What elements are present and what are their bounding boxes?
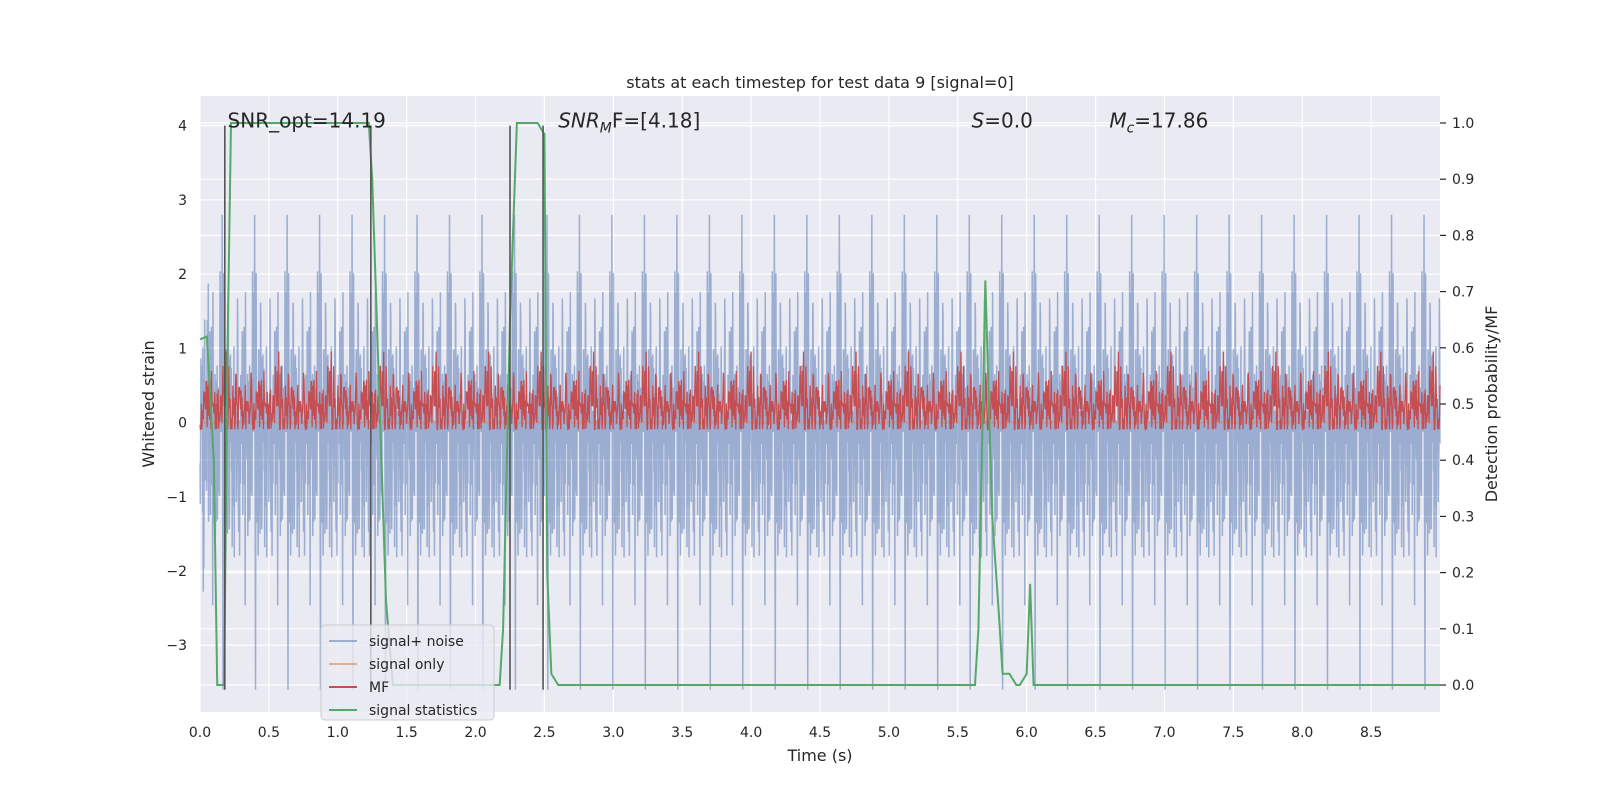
annotation-tail: =0.0 [984, 109, 1033, 133]
y2-tick-label: 0.2 [1452, 566, 1474, 582]
y-tick-label: 1 [178, 341, 187, 357]
x-tick-label: 6.0 [1016, 725, 1038, 741]
x-axis-label: Time (s) [786, 746, 852, 765]
x-tick-label: 7.0 [1153, 725, 1175, 741]
annotation-subscript: c [1127, 121, 1135, 137]
x-ticks: 0.0 0.5 1.0 1.5 2.0 2.5 3.0 3.5 4.0 4.5 5.0 5.5 6.0 6… [189, 725, 1382, 741]
y2-tick-label: 0.3 [1452, 509, 1474, 525]
y-tick-label: 2 [178, 267, 187, 283]
vertical-markers [224, 125, 544, 690]
x-tick-label: 1.0 [327, 725, 349, 741]
x-tick-label: 6.5 [1084, 725, 1106, 741]
y2-tick-label: 0.4 [1452, 453, 1474, 469]
annotation-main: SNR [558, 109, 600, 133]
y2-tick-label: 0.9 [1452, 172, 1474, 188]
x-tick-label: 1.5 [396, 725, 418, 741]
y-tick-label: 3 [178, 193, 187, 209]
y2-tick-label: 0.1 [1452, 622, 1474, 638]
x-tick-label: 4.5 [809, 725, 831, 741]
y2-tick-label: 0.5 [1452, 397, 1474, 413]
annotations: SNR_opt=14.19 SNRMF=[4.18] S=0.0 Mc=17.86 [228, 109, 1209, 137]
y2-tick-label: 1.0 [1452, 116, 1474, 132]
legend-label: MF [369, 680, 389, 696]
y-tick-label: −2 [166, 564, 187, 580]
x-tick-label: 5.5 [947, 725, 969, 741]
annotation-text: S=0.0 [972, 109, 1033, 133]
x-tick-label: 8.0 [1291, 725, 1313, 741]
y-ticks: −3 −2 −1 0 1 2 3 4 [166, 119, 187, 655]
y-tick-label: −1 [166, 490, 187, 506]
legend-label: signal only [369, 657, 444, 673]
x-tick-label: 4.0 [740, 725, 762, 741]
legend-box [320, 624, 495, 721]
annotation-main: M [1109, 109, 1126, 133]
series-line-2 [199, 351, 1441, 431]
annotation-tail: F=[4.18] [612, 109, 700, 133]
series-line-0 [199, 214, 1441, 690]
y-tick-label: 4 [178, 119, 187, 135]
series-layer [199, 121, 1441, 690]
annotation-text: SNRMF=[4.18] [558, 109, 700, 137]
annotation-tail: =17.86 [1134, 109, 1208, 133]
y2-tick-label: 0.8 [1452, 228, 1474, 244]
x-tick-label: 2.5 [533, 725, 555, 741]
x-tick-label: 7.5 [1222, 725, 1244, 741]
y2-axis-label: Detection probability/MF [1482, 306, 1501, 503]
legend-label: signal statistics [369, 703, 477, 719]
x-tick-label: 0.0 [189, 725, 211, 741]
x-tick-label: 8.5 [1360, 725, 1382, 741]
chart-title: stats at each timestep for test data 9 [… [626, 73, 1013, 92]
y2-tick-label: 0.6 [1452, 341, 1474, 357]
y-tick-label: 0 [178, 416, 187, 432]
annotation-main: S [972, 109, 985, 133]
y-axis-label: Whitened strain [139, 340, 158, 467]
series-line-3 [199, 121, 1440, 687]
x-tick-label: 0.5 [258, 725, 280, 741]
annotation-text: Mc=17.86 [1109, 109, 1208, 137]
x-tick-label: 5.0 [878, 725, 900, 741]
x-tick-label: 2.0 [464, 725, 486, 741]
y2-tick-label: 0.7 [1452, 285, 1474, 301]
y2-tick-label: 0.0 [1452, 678, 1474, 694]
y-tick-label: −3 [166, 638, 187, 654]
legend-label: signal+ noise [369, 634, 464, 650]
x-tick-label: 3.5 [671, 725, 693, 741]
annotation-text: SNR_opt=14.19 [228, 109, 386, 133]
annotation-main: SNR_opt=14.19 [228, 109, 386, 133]
x-tick-label: 3.0 [602, 725, 624, 741]
y2-ticks: 0.0 0.1 0.2 0.3 0.4 0.5 0.6 0.7 0.8 0.9 1.0 [1440, 116, 1474, 694]
legend: signal+ noise signal only MF signal statist… [320, 624, 495, 721]
annotation-subscript: M [600, 121, 612, 137]
